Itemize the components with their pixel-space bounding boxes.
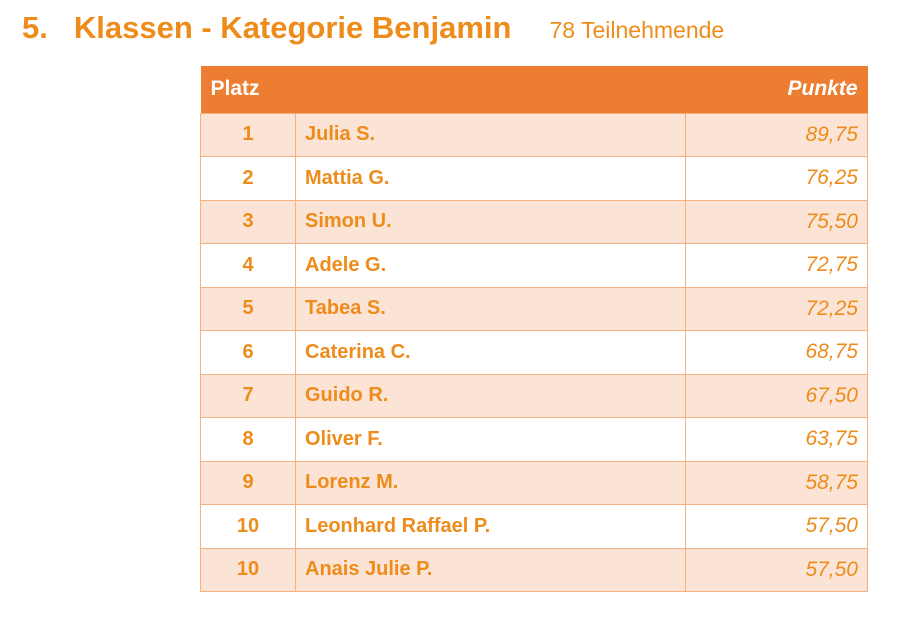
table-body: 1 Julia S. 89,75 2 Mattia G. 76,25 3 Simon U. 75… [200, 112, 868, 592]
table-row: 4 Adele G. 72,75 [200, 243, 868, 288]
rank-cell: 7 [200, 373, 296, 418]
points-cell: 57,50 [685, 547, 868, 592]
rank-cell: 3 [200, 199, 296, 244]
table-row: 7 Guido R. 67,50 [200, 373, 868, 418]
table-row: 8 Oliver F. 63,75 [200, 417, 868, 462]
rank-cell: 6 [200, 330, 296, 375]
name-cell: Mattia G. [295, 156, 686, 201]
points-cell: 76,25 [685, 156, 868, 201]
rank-cell: 9 [200, 460, 296, 505]
points-cell: 72,25 [685, 286, 868, 331]
rank-cell: 1 [200, 112, 296, 157]
points-cell: 72,75 [685, 243, 868, 288]
name-cell: Guido R. [295, 373, 686, 418]
points-cell: 58,75 [685, 460, 868, 505]
name-cell: Caterina C. [295, 330, 686, 375]
rank-cell: 10 [200, 504, 296, 549]
table-row: 5 Tabea S. 72,25 [200, 286, 868, 331]
name-cell: Julia S. [295, 112, 686, 157]
name-cell: Tabea S. [295, 286, 686, 331]
points-cell: 89,75 [685, 112, 868, 157]
table-row: 10 Leonhard Raffael P. 57,50 [200, 504, 868, 549]
points-cell: 63,75 [685, 417, 868, 462]
table-row: 3 Simon U. 75,50 [200, 199, 868, 244]
header-points: Punkte [685, 66, 868, 113]
header-name [295, 66, 686, 113]
name-cell: Lorenz M. [295, 460, 686, 505]
participant-count: 78 Teilnehmende [549, 17, 725, 43]
table-row: 9 Lorenz M. 58,75 [200, 460, 868, 505]
title-text: Klassen - Kategorie Benjamin [73, 10, 512, 45]
rank-cell: 5 [200, 286, 296, 331]
table-header-row: Platz Punkte [200, 66, 868, 113]
rank-cell: 2 [200, 156, 296, 201]
name-cell: Simon U. [295, 199, 686, 244]
page-title: 5. Klassen - Kategorie Benjamin 78 Teiln… [22, 10, 724, 56]
results-table: Platz Punkte 1 Julia S. 89,75 2 Mattia G. 76,… [200, 66, 868, 592]
name-cell: Leonhard Raffael P. [295, 504, 686, 549]
table-row: 2 Mattia G. 76,25 [200, 156, 868, 201]
header-rank: Platz [200, 66, 296, 113]
points-cell: 67,50 [685, 373, 868, 418]
table-row: 10 Anais Julie P. 57,50 [200, 547, 868, 592]
name-cell: Oliver F. [295, 417, 686, 462]
name-cell: Anais Julie P. [295, 547, 686, 592]
rank-cell: 8 [200, 417, 296, 462]
rank-cell: 10 [200, 547, 296, 592]
title-number: 5. [22, 10, 48, 45]
rank-cell: 4 [200, 243, 296, 288]
points-cell: 68,75 [685, 330, 868, 375]
table-row: 1 Julia S. 89,75 [200, 112, 868, 157]
points-cell: 75,50 [685, 199, 868, 244]
points-cell: 57,50 [685, 504, 868, 549]
table-row: 6 Caterina C. 68,75 [200, 330, 868, 375]
name-cell: Adele G. [295, 243, 686, 288]
